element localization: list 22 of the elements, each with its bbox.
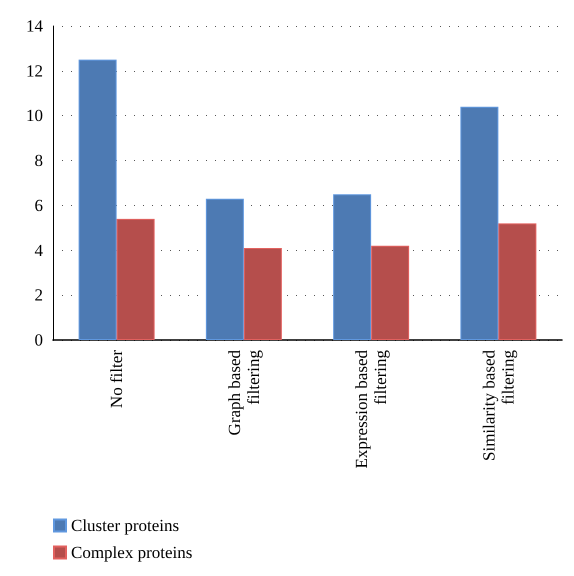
- y-tick-label: 4: [34, 240, 44, 260]
- y-tick-label: 0: [34, 330, 43, 350]
- y-tick-label: 2: [34, 286, 43, 305]
- y-tick-label: 10: [26, 106, 43, 126]
- bar: [498, 223, 536, 340]
- x-tick-label: Graph based filtering: [224, 350, 263, 436]
- bar: [116, 218, 155, 340]
- x-tick-label: Expression based filtering: [352, 350, 390, 469]
- y-tick-label: 6: [34, 196, 43, 215]
- legend-label: Complex proteins: [71, 543, 192, 562]
- x-tick-label: No filter: [107, 350, 126, 408]
- bar: [206, 198, 244, 340]
- bar: [333, 194, 372, 340]
- legend-label: Cluster proteins: [71, 516, 180, 535]
- bar: [78, 60, 117, 340]
- x-tick-label: Similarity based filtering: [479, 350, 518, 461]
- y-tick-label: 8: [34, 151, 43, 170]
- bar: [244, 248, 282, 340]
- bar: [460, 106, 498, 340]
- y-tick-label: 14: [26, 16, 44, 36]
- y-tick-label: 12: [26, 61, 43, 80]
- bar: [371, 246, 410, 340]
